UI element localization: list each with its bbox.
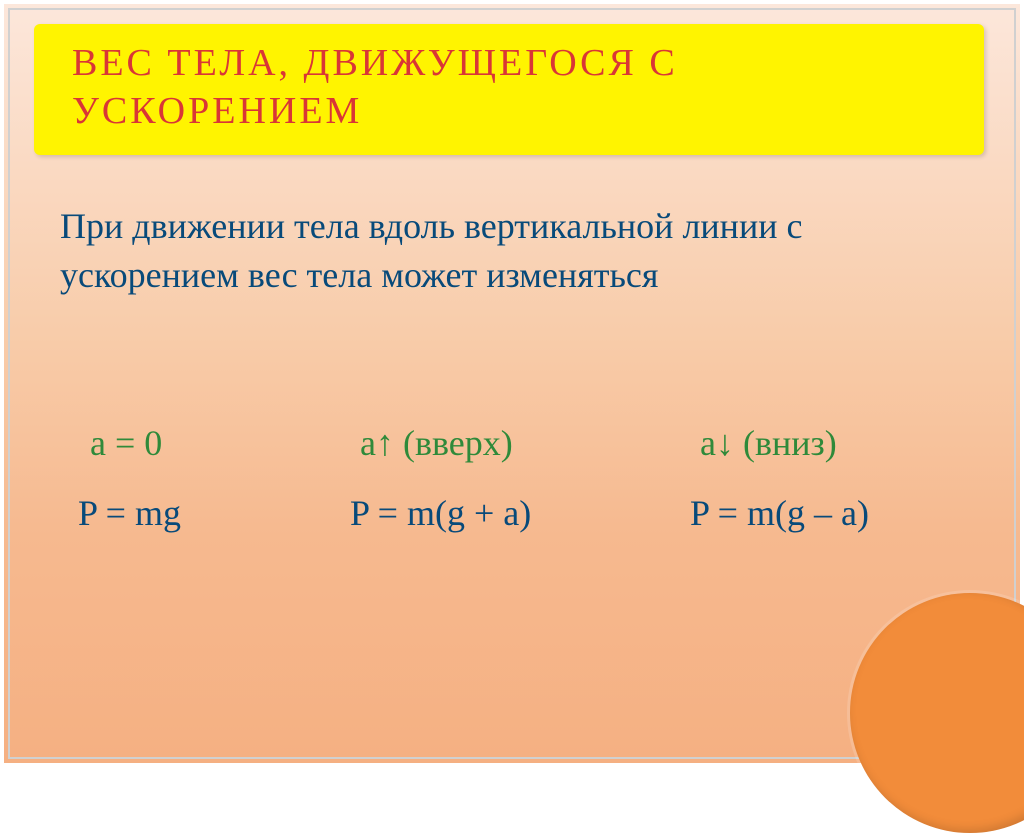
formula-p-mga-minus: P = m(g – a) (670, 492, 960, 534)
slide-title: ВЕС ТЕЛА, ДВИЖУЩЕГОСЯ С УСКОРЕНИЕМ (62, 40, 956, 135)
formula-p-mga-plus: P = m(g + a) (350, 492, 670, 534)
title-box: ВЕС ТЕЛА, ДВИЖУЩЕГОСЯ С УСКОРЕНИЕМ (34, 24, 984, 155)
formula-p-mg: P = mg (60, 492, 350, 534)
condition-a-zero: a = 0 (60, 422, 350, 464)
body-paragraph: При движении тела вдоль вертикальной лин… (60, 202, 960, 299)
conditions-row: a = 0 a↑ (вверх) a↓ (вниз) (60, 422, 960, 464)
slide-background: ВЕС ТЕЛА, ДВИЖУЩЕГОСЯ С УСКОРЕНИЕМ При д… (0, 0, 1024, 767)
condition-a-up: a↑ (вверх) (350, 422, 670, 464)
condition-a-down: a↓ (вниз) (670, 422, 960, 464)
formulas-row: P = mg P = m(g + a) P = m(g – a) (60, 492, 960, 534)
